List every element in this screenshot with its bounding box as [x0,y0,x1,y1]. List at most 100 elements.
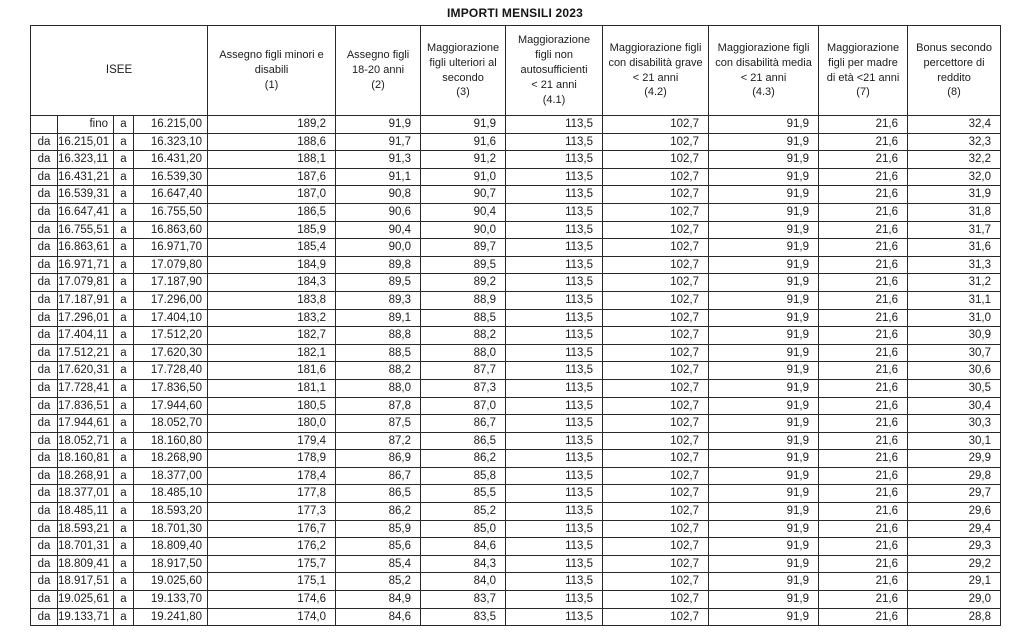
table-title: IMPORTI MENSILI 2023 [446,6,584,20]
cell-bonus-secondo-percettore: 30,9 [907,326,1002,345]
cell-isee-to: 19.133,70 [132,590,209,609]
cell-da-label: da [30,590,58,609]
cell-assegno-figli-minori: 177,8 [207,484,337,504]
cell-isee-from: 16.431,21 [57,167,114,187]
table-row: da 18.701,31 a 18.809,40 176,2 85,6 84,6… [30,537,1002,556]
cell-maggiorazione-madre: 21,6 [818,466,909,486]
cell-assegno-figli-minori: 182,1 [207,343,337,363]
cell-maggiorazione-non-autosufficienti: 113,5 [505,132,604,152]
table-row: da 16.323,11 a 16.431,20 188,1 91,3 91,2… [30,150,1002,169]
cell-isee-to: 16.647,40 [132,185,209,204]
table-row: da 18.809,41 a 18.917,50 175,7 85,4 84,3… [30,554,1002,574]
cell-maggiorazione-figli-ulteriori: 85,0 [420,519,507,539]
table-row: da 18.052,71 a 18.160,80 179,4 87,2 86,5… [30,431,1002,451]
cell-isee-from: 18.917,51 [57,572,114,592]
cell-isee-to: 16.323,10 [132,132,209,152]
cell-bonus-secondo-percettore: 32,2 [907,150,1002,169]
cell-da-label: da [30,290,58,310]
cell-isee-to: 18.377,00 [132,466,209,486]
cell-isee-to: 16.539,30 [132,167,209,187]
cell-maggiorazione-disabilita-media: 91,9 [708,414,820,433]
table-row: da 17.836,51 a 17.944,60 180,5 87,8 87,0… [30,396,1002,416]
col-header-assegno-figli-minori: Assegno figli minori e disabili (1) [207,25,337,116]
cell-maggiorazione-disabilita-media: 91,9 [708,378,820,398]
cell-assegno-figli-minori: 174,0 [207,607,337,627]
cell-assegno-figli-minori: 188,1 [207,150,337,169]
cell-maggiorazione-non-autosufficienti: 113,5 [505,150,604,169]
cell-maggiorazione-disabilita-media: 91,9 [708,361,820,380]
cell-maggiorazione-figli-ulteriori: 86,5 [420,431,507,451]
table-row: da 16.971,71 a 17.079,80 184,9 89,8 89,5… [30,255,1002,275]
cell-maggiorazione-madre: 21,6 [818,396,909,416]
cell-range-separator: a [113,466,134,486]
cell-assegno-figli-18-20: 86,5 [335,484,422,504]
cell-range-separator: a [113,378,134,398]
cell-isee-from: 16.647,41 [57,202,114,222]
cell-maggiorazione-madre: 21,6 [818,238,909,257]
cell-maggiorazione-non-autosufficienti: 113,5 [505,414,604,433]
cell-bonus-secondo-percettore: 29,0 [907,590,1002,609]
cell-range-separator: a [113,115,134,134]
cell-isee-to: 18.485,10 [132,484,209,504]
cell-isee-to: 17.728,40 [132,361,209,380]
cell-assegno-figli-18-20: 88,2 [335,361,422,380]
col-header-isee: ISEE [29,25,209,116]
cell-bonus-secondo-percettore: 32,0 [907,167,1002,187]
cell-isee-from: 16.323,11 [57,150,114,169]
cell-isee-to: 17.404,10 [132,308,209,328]
cell-maggiorazione-disabilita-media: 91,9 [708,396,820,416]
cell-maggiorazione-disabilita-media: 91,9 [708,537,820,556]
table-row: da 18.485,11 a 18.593,20 177,3 86,2 85,2… [30,502,1002,521]
cell-maggiorazione-figli-ulteriori: 86,7 [420,414,507,433]
cell-assegno-figli-minori: 184,3 [207,273,337,292]
cell-maggiorazione-figli-ulteriori: 88,2 [420,326,507,345]
cell-assegno-figli-18-20: 90,6 [335,202,422,222]
cell-assegno-figli-minori: 183,2 [207,308,337,328]
cell-assegno-figli-18-20: 89,8 [335,255,422,275]
cell-maggiorazione-non-autosufficienti: 113,5 [505,466,604,486]
cell-isee-from: 17.728,41 [57,378,114,398]
cell-assegno-figli-minori: 189,2 [207,115,337,134]
table-row: da 17.944,61 a 18.052,70 180,0 87,5 86,7… [30,414,1002,433]
cell-assegno-figli-18-20: 89,1 [335,308,422,328]
cell-maggiorazione-disabilita-grave: 102,7 [602,554,710,574]
table-row: da 17.512,21 a 17.620,30 182,1 88,5 88,0… [30,343,1002,363]
cell-maggiorazione-madre: 21,6 [818,343,909,363]
cell-assegno-figli-18-20: 86,2 [335,502,422,521]
cell-bonus-secondo-percettore: 29,4 [907,519,1002,539]
cell-isee-from: 19.133,71 [57,607,114,627]
cell-da-label: da [30,326,58,345]
cell-assegno-figli-minori: 181,1 [207,378,337,398]
cell-maggiorazione-disabilita-media: 91,9 [708,238,820,257]
cell-range-separator: a [113,431,134,451]
cell-da-label: da [30,396,58,416]
cell-bonus-secondo-percettore: 29,6 [907,502,1002,521]
cell-isee-to: 16.863,60 [132,220,209,240]
cell-maggiorazione-madre: 21,6 [818,273,909,292]
cell-da-label: da [30,238,58,257]
cell-maggiorazione-disabilita-grave: 102,7 [602,466,710,486]
cell-maggiorazione-disabilita-grave: 102,7 [602,572,710,592]
cell-da-label: da [30,132,58,152]
cell-maggiorazione-disabilita-media: 91,9 [708,132,820,152]
cell-maggiorazione-madre: 21,6 [818,326,909,345]
cell-da-label: da [30,202,58,222]
cell-isee-from: 17.187,91 [57,290,114,310]
cell-maggiorazione-madre: 21,6 [818,290,909,310]
cell-bonus-secondo-percettore: 31,2 [907,273,1002,292]
cell-assegno-figli-18-20: 85,9 [335,519,422,539]
cell-isee-to: 19.025,60 [132,572,209,592]
cell-maggiorazione-disabilita-grave: 102,7 [602,167,710,187]
cell-isee-from: 18.052,71 [57,431,114,451]
cell-maggiorazione-figli-ulteriori: 91,0 [420,167,507,187]
cell-assegno-figli-18-20: 90,0 [335,238,422,257]
cell-isee-from: 16.755,51 [57,220,114,240]
cell-maggiorazione-disabilita-grave: 102,7 [602,255,710,275]
cell-range-separator: a [113,343,134,363]
cell-range-separator: a [113,554,134,574]
cell-maggiorazione-madre: 21,6 [818,502,909,521]
col-header-maggiorazione-disabilita-media: Maggiorazione figli con disabilità media… [708,25,820,116]
cell-da-label: da [30,167,58,187]
cell-da-label: da [30,361,58,380]
